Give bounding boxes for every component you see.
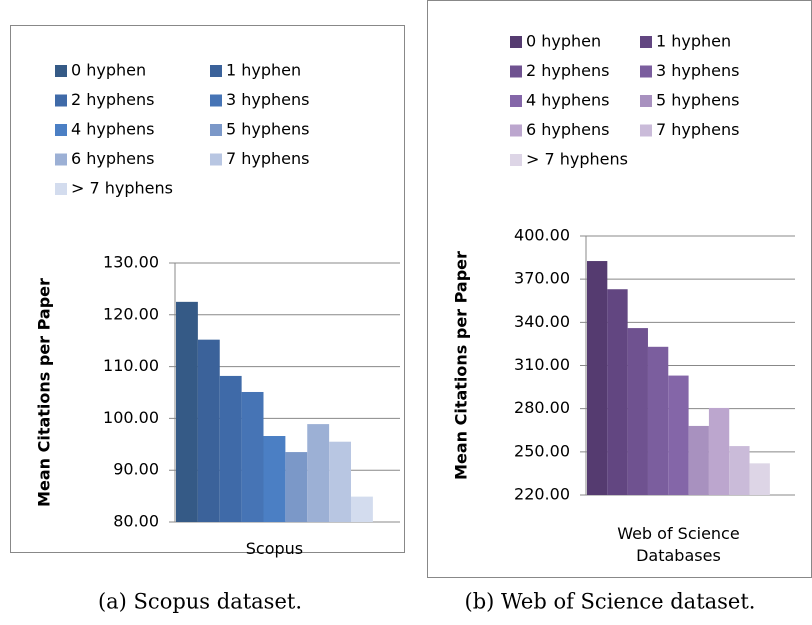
legend-label: 7 hyphens <box>656 120 740 139</box>
y-tick-label: 310.00 <box>514 355 570 374</box>
legend-swatch <box>210 94 222 107</box>
y-axis-label: Mean Citations per Paper <box>452 251 471 480</box>
bar <box>607 289 628 495</box>
legend-label: 5 hyphens <box>226 120 310 139</box>
legend-label: > 7 hyphens <box>526 150 628 169</box>
legend-label: 0 hyphen <box>71 61 146 80</box>
bar <box>587 261 608 495</box>
legend-swatch <box>55 153 67 166</box>
legend-label: 0 hyphen <box>526 32 601 51</box>
bar <box>329 441 351 522</box>
bar <box>219 375 242 522</box>
legend-swatch <box>510 65 522 78</box>
x-tick-label-box: Scopus <box>245 539 304 558</box>
legend-swatch <box>55 183 67 195</box>
y-tick-label: 100.00 <box>103 408 159 427</box>
legend-swatch <box>510 154 522 166</box>
legend-swatch <box>640 95 652 107</box>
y-tick-label: 220.00 <box>514 485 570 504</box>
legend-swatch <box>640 65 652 78</box>
bar <box>688 425 709 495</box>
bar <box>285 452 308 522</box>
x-tick-label: Web of Science Databases <box>617 524 740 565</box>
legend-swatch <box>55 94 67 107</box>
y-tick-label: 400.00 <box>514 226 570 245</box>
bar <box>176 301 198 522</box>
legend-swatch <box>640 36 652 48</box>
y-tick-label: 90.00 <box>113 460 159 479</box>
bar <box>351 496 373 522</box>
legend-label: 5 hyphens <box>656 91 740 110</box>
legend-swatch <box>510 95 522 107</box>
legend-label: 2 hyphens <box>71 90 155 109</box>
y-tick-label: 130.00 <box>103 253 159 272</box>
legend-label: 4 hyphens <box>71 120 155 139</box>
bar <box>241 391 264 522</box>
legend-swatch <box>510 36 522 48</box>
y-tick-label: 280.00 <box>514 398 570 417</box>
legend-swatch <box>510 124 522 137</box>
y-tick-label: 120.00 <box>103 304 159 323</box>
bar <box>307 424 330 522</box>
legend-label: 6 hyphens <box>526 120 610 139</box>
y-tick-label: 80.00 <box>113 512 159 531</box>
legend-label: 1 hyphen <box>656 32 731 51</box>
bar <box>729 446 750 495</box>
y-tick-label: 110.00 <box>103 356 159 375</box>
frame <box>10 25 405 553</box>
legend-label: 2 hyphens <box>526 61 610 80</box>
caption: (b) Web of Science dataset. <box>465 590 756 614</box>
x-tick-label-box: Web of Science Databases <box>617 524 740 565</box>
legend-label: 4 hyphens <box>526 91 610 110</box>
bar <box>263 436 286 522</box>
legend-label: 6 hyphens <box>71 149 155 168</box>
y-tick-label: 250.00 <box>514 441 570 460</box>
bar <box>668 375 689 495</box>
legend-label: 1 hyphen <box>226 61 301 80</box>
legend-swatch <box>55 124 67 136</box>
legend-swatch <box>55 65 67 77</box>
caption: (a) Scopus dataset. <box>98 590 302 614</box>
bar <box>708 407 730 495</box>
bar <box>197 339 220 522</box>
legend-label: 7 hyphens <box>226 149 310 168</box>
legend-swatch <box>210 153 222 166</box>
y-axis-label: Mean Citations per Paper <box>35 278 54 507</box>
y-tick-label: 340.00 <box>514 312 570 331</box>
legend-swatch <box>640 124 652 137</box>
legend-label: > 7 hyphens <box>71 179 173 198</box>
legend-swatch <box>210 124 222 136</box>
bar <box>627 328 648 495</box>
y-tick-label: 370.00 <box>514 269 570 288</box>
legend-swatch <box>210 65 222 77</box>
legend-label: 3 hyphens <box>656 61 740 80</box>
bar <box>647 346 669 495</box>
bar <box>749 463 770 495</box>
x-tick-label: Scopus <box>245 539 304 558</box>
legend-label: 3 hyphens <box>226 90 310 109</box>
